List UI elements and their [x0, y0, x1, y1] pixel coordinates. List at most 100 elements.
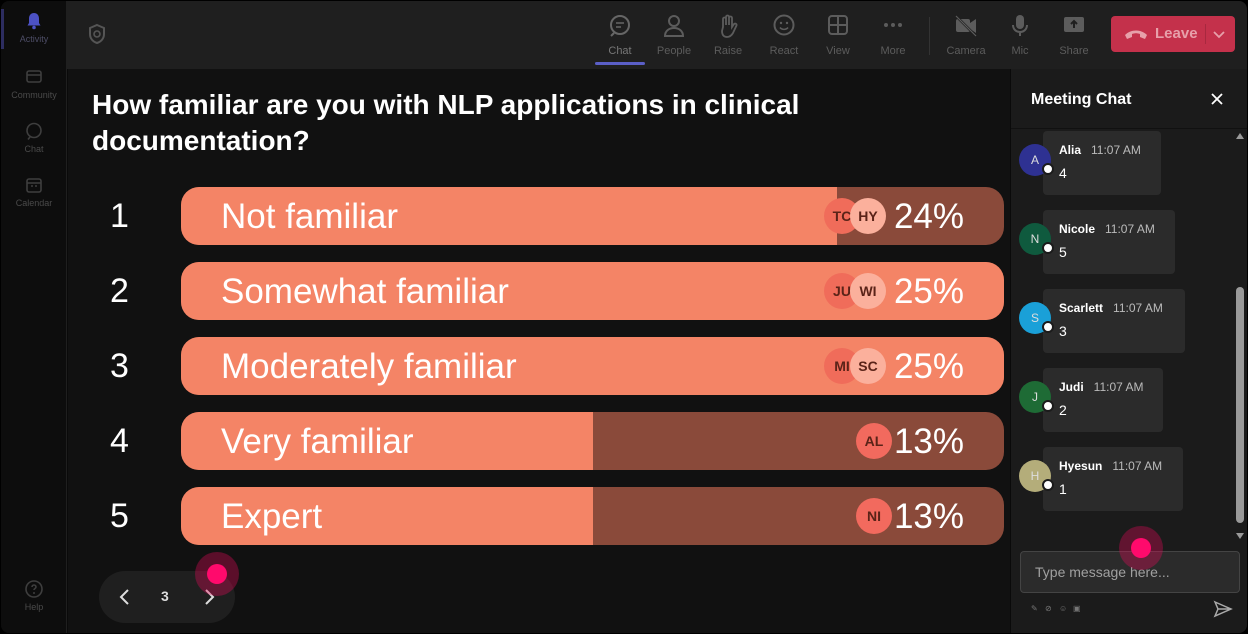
toolbar-label: People [656, 45, 692, 57]
help-icon [25, 580, 43, 598]
sender-name: Hyesun [1059, 459, 1103, 473]
voter-avatar: NI [856, 498, 892, 534]
rail-label: Help [24, 602, 44, 612]
toolbar-label: Camera [946, 45, 986, 57]
option-bar: Moderately familiar MI SC 25% [181, 337, 1004, 395]
format-icon[interactable]: ✎ [1031, 604, 1038, 613]
click-indicator [1119, 526, 1163, 570]
message-text: 5 [1059, 244, 1067, 260]
close-icon[interactable] [1209, 91, 1225, 107]
chat-icon [610, 15, 630, 37]
chevron-right-icon[interactable] [199, 587, 219, 607]
option-bar: Expert NI 13% [181, 487, 1004, 545]
poll-stage: How familiar are you with NLP applicatio… [68, 69, 1010, 633]
rail-item-activity[interactable]: Activity [1, 1, 67, 53]
emoji-icon [773, 14, 795, 36]
shield-icon[interactable] [87, 23, 107, 45]
sender-name: Judi [1059, 380, 1084, 394]
chat-message[interactable]: Nicole 11:07 AM 5 N [1011, 208, 1233, 274]
option-bar-fill [181, 412, 593, 470]
toolbar-people-button[interactable]: People [649, 9, 699, 63]
option-number: 3 [110, 347, 129, 385]
sender-name: Nicole [1059, 222, 1096, 236]
option-number: 1 [110, 197, 129, 235]
poll-option-row: 1 Not familiar TC HY 24% [68, 187, 1010, 245]
send-icon[interactable] [1213, 599, 1233, 619]
option-percent: 25% [893, 347, 964, 386]
scroll-thumb[interactable] [1236, 287, 1244, 523]
chat-message[interactable]: Alia 11:07 AM 4 A [1011, 129, 1233, 195]
rail-item-community[interactable]: Community [1, 57, 67, 109]
click-indicator [195, 552, 239, 596]
toolbar-more-button[interactable]: More [868, 9, 918, 63]
toolbar-label: Raise [713, 45, 743, 57]
message-text: 3 [1059, 323, 1067, 339]
chat-message[interactable]: Scarlett 11:07 AM 3 S [1011, 287, 1233, 353]
option-number: 5 [110, 497, 129, 535]
scroll-up-arrow[interactable] [1236, 133, 1244, 139]
leave-button[interactable]: Leave [1111, 16, 1235, 52]
poll-option-row: 5 Expert NI 13% [68, 487, 1010, 545]
option-label: Not familiar [221, 197, 398, 236]
option-bar: Very familiar AL 13% [181, 412, 1004, 470]
option-label: Somewhat familiar [221, 272, 509, 311]
rail-label: Activity [19, 34, 49, 44]
toolbar-label: Share [1059, 45, 1089, 57]
chat-message[interactable]: Hyesun 11:07 AM 1 H [1011, 445, 1233, 511]
gif-icon[interactable]: ▣ [1073, 604, 1081, 613]
toolbar-label: Chat [608, 45, 632, 57]
page-number: 3 [161, 588, 169, 604]
grid-view-icon [828, 15, 848, 35]
option-number: 2 [110, 272, 129, 310]
rail-item-chat[interactable]: Chat [1, 111, 67, 163]
chat-message[interactable]: Judi 11:07 AM 2 J [1011, 366, 1233, 432]
toolbar-chat-button[interactable]: Chat [595, 9, 645, 65]
scroll-down-arrow[interactable] [1236, 533, 1244, 539]
option-label: Very familiar [221, 422, 414, 461]
option-bar: Somewhat familiar JU WI 25% [181, 262, 1004, 320]
leave-divider [1205, 24, 1206, 44]
calendar-icon [26, 178, 42, 193]
option-percent: 13% [893, 422, 964, 461]
toolbar-label: React [769, 45, 799, 57]
message-time: 11:07 AM [1091, 143, 1141, 157]
rail-label: Calendar [15, 198, 53, 208]
toolbar-react-button[interactable]: React [759, 9, 809, 63]
presence-status-icon [1042, 163, 1054, 175]
toolbar-label: More [880, 45, 906, 57]
chat-message-input[interactable] [1020, 551, 1240, 593]
voter-avatar: AL [856, 423, 892, 459]
chat-scrollbar[interactable] [1233, 129, 1247, 543]
emoji-icon[interactable]: ☺ [1059, 604, 1068, 613]
meeting-chat-panel: Meeting Chat Alia 11:07 AM 4 A Nicole 11:07 A… [1011, 69, 1247, 633]
app-rail: Activity Community Chat Calendar Help [1, 1, 67, 633]
chat-icon [26, 122, 42, 140]
voter-avatar: SC [850, 348, 886, 384]
message-time: 11:07 AM [1112, 459, 1163, 473]
chat-header: Meeting Chat [1011, 69, 1247, 129]
toolbar-raise-button[interactable]: Raise [703, 9, 753, 63]
option-percent: 25% [893, 272, 964, 311]
toolbar-view-button[interactable]: View [813, 9, 863, 63]
toolbar-mic-button[interactable]: Mic [995, 9, 1045, 63]
sender-name: Scarlett [1059, 301, 1104, 315]
leave-label: Leave [1155, 25, 1198, 42]
chevron-left-icon[interactable] [115, 587, 135, 607]
attach-icon[interactable]: ⊘ [1045, 604, 1052, 613]
chat-title: Meeting Chat [1031, 91, 1132, 108]
voter-avatar: WI [850, 273, 886, 309]
toolbar-camera-button[interactable]: Camera [941, 9, 991, 63]
option-number: 4 [110, 422, 129, 460]
chat-messages[interactable]: Alia 11:07 AM 4 A Nicole 11:07 AM 5 N Scarlett 11… [1011, 129, 1233, 543]
message-text: 1 [1059, 481, 1067, 497]
rail-item-help[interactable]: Help [1, 569, 67, 621]
chevron-down-icon[interactable] [1211, 26, 1227, 42]
rail-item-calendar[interactable]: Calendar [1, 165, 67, 217]
sender-name: Alia [1059, 143, 1082, 157]
community-icon [26, 70, 42, 83]
toolbar-share-button[interactable]: Share [1049, 9, 1099, 63]
poll-question: How familiar are you with NLP applicatio… [92, 89, 800, 156]
camera-off-icon [955, 15, 977, 37]
rail-active-indicator [1, 9, 4, 49]
people-icon [663, 15, 685, 37]
